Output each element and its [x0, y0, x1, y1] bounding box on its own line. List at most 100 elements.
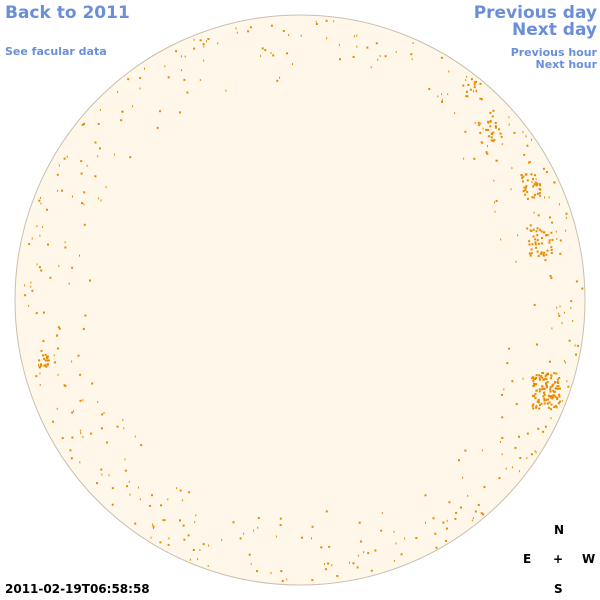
active-region-marker	[151, 494, 153, 497]
active-region-marker	[91, 382, 94, 385]
back-to-year-link[interactable]: Back to 2011	[5, 3, 130, 23]
active-region-marker	[543, 231, 546, 234]
active-region-marker	[494, 201, 495, 204]
active-region-marker	[556, 306, 558, 309]
active-region-marker	[180, 55, 182, 58]
active-region-marker	[187, 534, 190, 537]
active-region-marker	[132, 105, 134, 108]
active-region-marker	[533, 211, 535, 214]
active-region-marker	[515, 260, 517, 263]
active-region-marker	[38, 366, 41, 369]
active-region-marker	[81, 202, 83, 205]
active-region-marker	[39, 196, 41, 199]
active-region-marker	[121, 110, 124, 113]
active-region-marker	[545, 171, 548, 173]
active-region-marker	[28, 304, 30, 307]
active-region-marker	[42, 340, 45, 343]
active-region-marker	[550, 403, 553, 406]
active-region-marker	[480, 122, 482, 125]
active-region-marker	[540, 251, 543, 254]
active-region-marker	[208, 544, 210, 547]
active-region-marker	[581, 287, 584, 290]
active-region-marker	[540, 375, 543, 378]
active-region-marker	[492, 131, 495, 134]
active-region-marker	[134, 522, 137, 525]
active-region-marker	[354, 35, 355, 38]
active-region-marker	[272, 54, 275, 57]
active-region-marker	[490, 136, 493, 139]
active-region-marker	[572, 320, 574, 322]
active-region-marker	[454, 517, 457, 520]
active-region-marker	[553, 181, 556, 184]
active-region-marker	[250, 562, 252, 565]
active-region-marker	[94, 141, 97, 144]
active-region-marker	[500, 135, 503, 138]
active-region-marker	[535, 389, 538, 392]
next-hour-link[interactable]: Next hour	[535, 58, 598, 71]
active-region-marker	[333, 20, 335, 23]
active-region-marker	[117, 91, 119, 94]
active-region-marker	[163, 519, 166, 522]
active-region-marker	[183, 538, 186, 541]
previous-day-link[interactable]: Previous day	[473, 3, 597, 23]
active-region-marker	[544, 196, 546, 199]
active-region-marker	[546, 249, 549, 252]
active-region-marker	[415, 537, 418, 539]
active-region-marker	[540, 237, 543, 239]
active-region-marker	[568, 339, 571, 342]
active-region-marker	[555, 387, 558, 390]
active-region-marker	[370, 569, 373, 572]
active-region-marker	[551, 221, 554, 224]
active-region-marker	[379, 55, 381, 58]
active-region-marker	[45, 365, 48, 368]
active-region-marker	[549, 216, 551, 219]
active-region-marker	[534, 450, 536, 453]
active-region-marker	[537, 255, 540, 257]
active-region-marker	[510, 188, 512, 191]
active-region-marker	[72, 195, 73, 198]
active-region-marker	[543, 378, 546, 381]
active-region-marker	[551, 384, 554, 387]
active-region-marker	[103, 411, 105, 414]
active-region-marker	[495, 199, 498, 202]
active-region-marker	[179, 489, 182, 492]
active-region-marker	[553, 381, 556, 384]
active-region-marker	[566, 380, 568, 383]
active-region-marker	[479, 82, 482, 85]
active-region-marker	[553, 390, 556, 393]
active-region-marker	[524, 189, 527, 192]
active-region-marker	[327, 562, 330, 565]
active-region-marker	[377, 58, 379, 61]
active-region-marker	[239, 537, 242, 540]
active-region-marker	[197, 558, 199, 561]
active-region-marker	[534, 174, 536, 177]
active-region-marker	[526, 179, 529, 182]
active-region-marker	[64, 384, 67, 387]
active-region-marker	[514, 446, 517, 449]
active-region-marker	[530, 173, 533, 176]
active-region-marker	[400, 553, 403, 556]
active-region-marker	[550, 277, 553, 280]
active-region-marker	[555, 406, 558, 409]
active-region-marker	[36, 263, 38, 266]
active-region-marker	[159, 110, 162, 113]
active-region-marker	[462, 476, 464, 479]
active-region-marker	[167, 76, 170, 79]
active-region-marker	[559, 239, 562, 242]
next-day-link[interactable]: Next day	[512, 20, 597, 40]
active-region-marker	[558, 314, 561, 317]
facular-data-link[interactable]: See facular data	[5, 45, 107, 58]
active-region-marker	[128, 480, 130, 483]
active-region-marker	[97, 122, 100, 125]
active-region-marker	[477, 504, 480, 506]
active-region-marker	[550, 408, 553, 411]
active-region-marker	[442, 521, 445, 524]
previous-hour-link[interactable]: Previous hour	[510, 46, 597, 59]
active-region-marker	[503, 388, 505, 391]
active-region-marker	[114, 153, 116, 156]
active-region-marker	[559, 252, 562, 255]
active-region-marker	[99, 108, 101, 111]
active-region-marker	[528, 161, 530, 164]
active-region-marker	[159, 541, 162, 544]
active-region-marker	[547, 406, 550, 409]
